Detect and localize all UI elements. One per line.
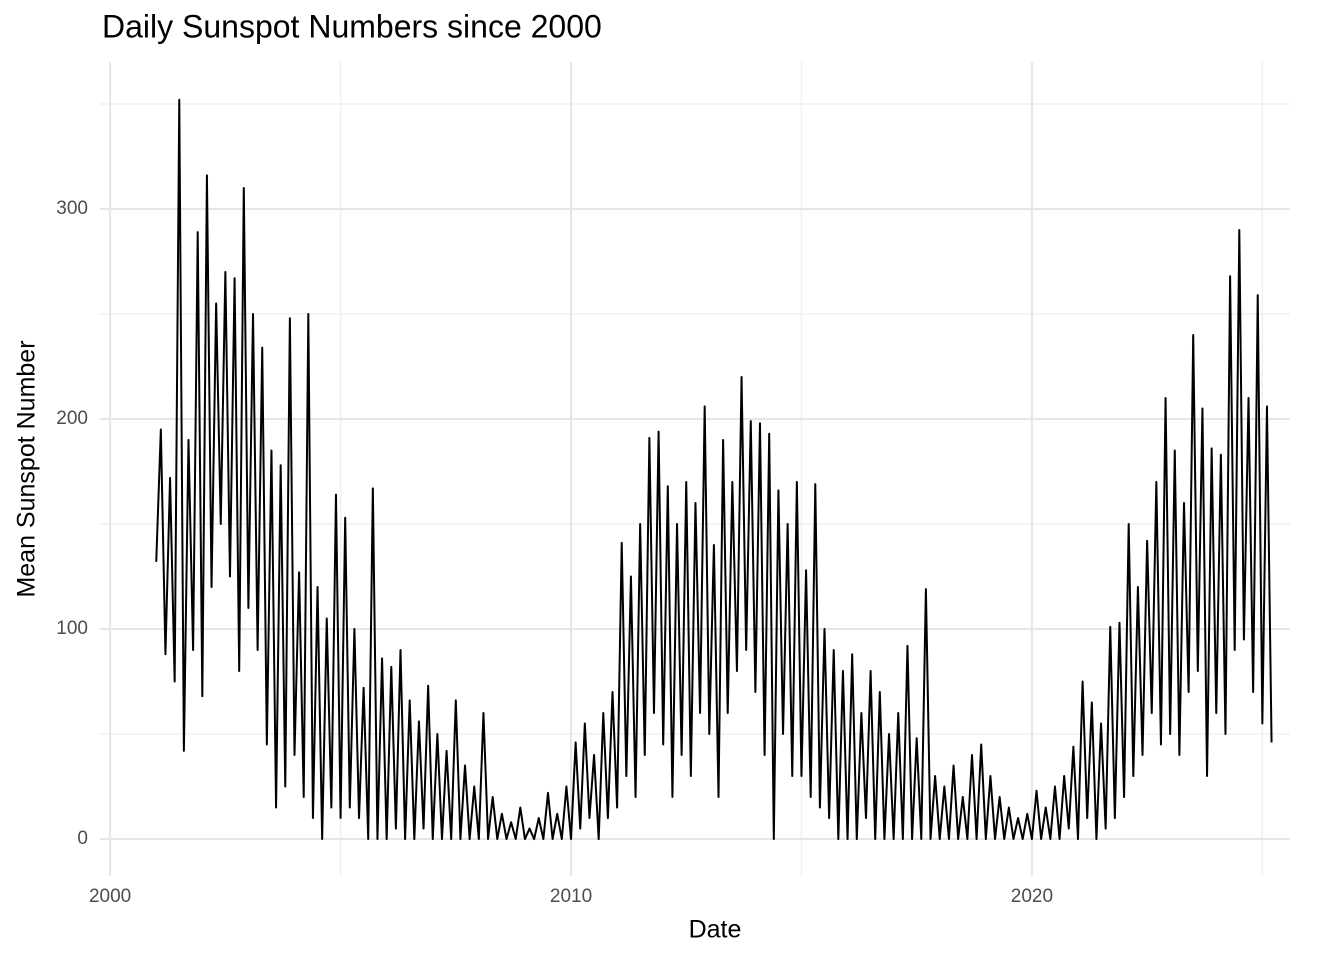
x-tick-label: 2010 — [550, 886, 592, 907]
data-line — [155, 98, 1273, 841]
x-tick-label: 2020 — [1011, 886, 1053, 907]
y-tick-label: 200 — [56, 408, 88, 429]
x-tick-label: 2000 — [89, 886, 131, 907]
x-axis-title: Date — [689, 916, 742, 944]
plot — [155, 98, 1273, 841]
y-tick-label: 100 — [56, 618, 88, 639]
y-axis-title: Mean Sunspot Number — [13, 340, 41, 597]
y-tick-label: 0 — [77, 828, 88, 849]
chart-title: Daily Sunspot Numbers since 2000 — [102, 8, 602, 44]
y-tick-label: 300 — [56, 198, 88, 219]
grid — [100, 62, 1290, 876]
